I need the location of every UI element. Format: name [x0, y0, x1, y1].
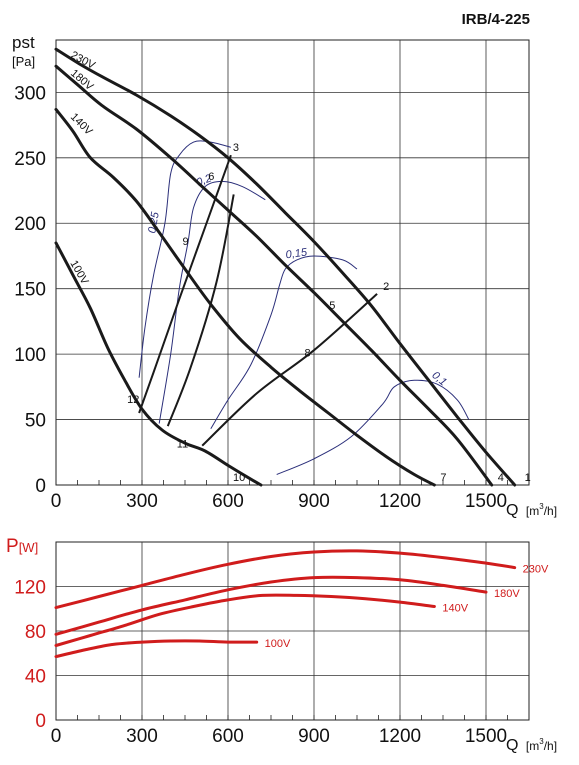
- operating-point-label: 1: [525, 472, 531, 484]
- pst-axis-label: pst: [12, 33, 35, 52]
- q-axis-label-bottom: Q [m3/h]: [506, 737, 557, 754]
- pressure-curve: [54, 241, 263, 487]
- pressure-curve-label: 140V: [68, 111, 95, 138]
- pressure-curve: [54, 47, 517, 487]
- y-tick-label: 250: [14, 149, 46, 170]
- model-title: IRB/4-225: [462, 11, 530, 28]
- x-tick-label: 600: [212, 726, 244, 747]
- power-curve-label: 100V: [265, 638, 291, 650]
- power-curve: [54, 639, 259, 659]
- power-axis-unit: [W]: [19, 540, 39, 555]
- efficiency-curve: [276, 379, 470, 475]
- x-tick-label: 900: [298, 491, 330, 512]
- power-curve-label: 140V: [442, 603, 468, 615]
- q-axis-label-top: Q [m3/h]: [506, 502, 557, 519]
- power-curve-label: 180V: [494, 588, 520, 600]
- operating-point-label: 3: [233, 142, 239, 154]
- operating-point-label: 4: [498, 472, 504, 484]
- power-curve-label: 230V: [523, 564, 549, 576]
- y-tick-label: 0: [35, 711, 46, 732]
- q-axis-unit-close-bottom: /h]: [544, 739, 557, 753]
- q-axis-unit-close-top: /h]: [544, 504, 557, 518]
- q-axis-unit-sup-bottom: 3: [539, 737, 544, 746]
- power-curve: [54, 575, 488, 636]
- y-tick-label: 300: [14, 83, 46, 104]
- efficiency-curve: [158, 180, 266, 424]
- operating-point-label: 8: [305, 348, 311, 360]
- q-axis-unit-open-top: [m: [526, 504, 539, 518]
- x-tick-label: 1200: [379, 726, 421, 747]
- operating-point-label: 2: [383, 281, 389, 293]
- pressure-curve-label: 230V: [69, 49, 98, 72]
- power-axis-main: P: [6, 536, 19, 557]
- x-tick-label: 600: [212, 491, 244, 512]
- operating-point-label: 12: [127, 394, 139, 406]
- pst-axis-unit: [Pa]: [12, 54, 35, 69]
- operating-point-label: 9: [182, 236, 188, 248]
- operating-line: [166, 194, 235, 427]
- operating-point-label: 6: [208, 171, 214, 183]
- y-tick-label: 200: [14, 214, 46, 235]
- y-tick-label: 100: [14, 345, 46, 366]
- x-tick-label: 900: [298, 726, 330, 747]
- power-curve: [54, 593, 436, 647]
- q-axis-unit-open-bottom: [m: [526, 739, 539, 753]
- y-tick-label: 0: [35, 476, 46, 497]
- operating-point-label: 10: [233, 472, 245, 484]
- x-tick-label: 300: [126, 726, 158, 747]
- x-tick-label: 1200: [379, 491, 421, 512]
- q-axis-main-top: Q: [506, 502, 518, 519]
- y-tick-label: 80: [25, 622, 46, 643]
- q-axis-unit-sup-top: 3: [539, 502, 544, 511]
- x-tick-label: 1500: [465, 726, 507, 747]
- operating-point-label: 7: [440, 472, 446, 484]
- operating-line: [201, 293, 378, 447]
- x-tick-label: 0: [51, 726, 62, 747]
- operating-point-label: 11: [177, 439, 188, 451]
- efficiency-label: 0,15: [285, 246, 309, 261]
- y-tick-label: 120: [14, 578, 46, 599]
- x-tick-label: 300: [126, 491, 158, 512]
- x-tick-label: 1500: [465, 491, 507, 512]
- efficiency-curve: [210, 255, 358, 429]
- pressure-plot: 0 300 600 900 1200 15000501001502002503000,25…: [14, 39, 531, 512]
- operating-point-label: 5: [329, 300, 335, 312]
- power-curve: [54, 549, 517, 610]
- pressure-curve: [54, 64, 494, 487]
- x-tick-label: 0: [51, 491, 62, 512]
- pressure-curve: [54, 107, 436, 487]
- operating-line: [138, 154, 232, 414]
- y-tick-label: 40: [25, 667, 46, 688]
- power-axis-label: P[W]: [6, 536, 38, 557]
- y-tick-label: 150: [14, 280, 46, 301]
- y-tick-label: 50: [25, 411, 46, 432]
- q-axis-main-bottom: Q: [506, 737, 518, 754]
